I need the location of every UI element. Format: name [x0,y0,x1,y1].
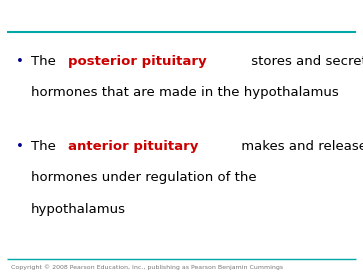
Text: makes and releases: makes and releases [237,140,363,153]
Text: The: The [31,140,60,153]
Text: hypothalamus: hypothalamus [31,203,126,216]
Text: Copyright © 2008 Pearson Education, Inc., publishing as Pearson Benjamin Cumming: Copyright © 2008 Pearson Education, Inc.… [11,264,283,270]
Text: hormones under regulation of the: hormones under regulation of the [31,171,257,184]
Text: anterior pituitary: anterior pituitary [69,140,199,153]
Text: The: The [31,55,60,68]
Text: •: • [16,140,24,153]
Text: posterior pituitary: posterior pituitary [69,55,207,68]
Text: stores and secretes: stores and secretes [247,55,363,68]
Text: hormones that are made in the hypothalamus: hormones that are made in the hypothalam… [31,86,339,99]
Text: •: • [16,55,24,68]
